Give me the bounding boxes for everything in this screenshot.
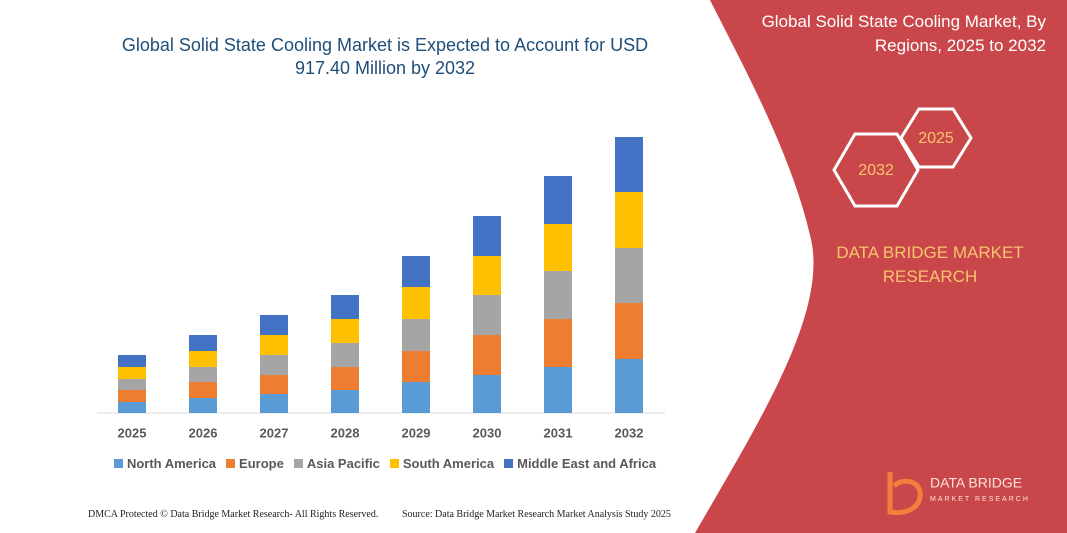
bar-segment xyxy=(615,137,643,192)
bar-segment xyxy=(473,335,501,375)
x-tick-label: 2026 xyxy=(189,425,218,440)
legend-swatch xyxy=(504,459,514,468)
logo-mark xyxy=(887,472,923,516)
panel-background xyxy=(695,0,1067,533)
x-tick-label: 2031 xyxy=(544,425,573,440)
legend-item: North America xyxy=(113,456,217,471)
bar-segment xyxy=(473,375,501,413)
brand-text: DATA BRIDGE MARKET RESEARCH xyxy=(836,243,1024,286)
bars xyxy=(118,137,643,413)
bar-segment xyxy=(473,256,501,295)
bar-segment xyxy=(189,382,217,398)
bar-segment xyxy=(118,402,146,413)
bar-segment xyxy=(189,351,217,367)
bar-segment xyxy=(402,287,430,319)
legend-item: Middle East and Africa xyxy=(504,456,656,471)
bar-segment xyxy=(402,256,430,287)
bar-segment xyxy=(189,398,217,413)
x-tick-label: 2028 xyxy=(331,425,360,440)
bar-segment xyxy=(260,315,288,335)
legend-label: South America xyxy=(402,456,495,471)
bar-segment xyxy=(331,367,359,390)
legend-swatch xyxy=(226,459,236,468)
bar-segment xyxy=(331,295,359,319)
footer-left: DMCA Protected © Data Bridge Market Rese… xyxy=(88,509,379,520)
bar-segment xyxy=(118,379,146,390)
bar-segment xyxy=(544,367,572,413)
badge-hexagon xyxy=(832,132,920,208)
bar-segment xyxy=(331,343,359,367)
badge-label: 2032 xyxy=(858,162,894,179)
footer-right: Source: Data Bridge Market Research Mark… xyxy=(402,509,671,520)
bar-segment xyxy=(189,367,217,382)
bar-segment xyxy=(615,248,643,303)
bar-segment xyxy=(544,176,572,224)
x-tick-label: 2025 xyxy=(118,425,147,440)
bar-segment xyxy=(260,394,288,413)
logo-name: DATA BRIDGE xyxy=(930,475,1022,491)
bar-segment xyxy=(402,319,430,351)
logo-tagline: MARKET RESEARCH xyxy=(930,496,1030,503)
bar-segment xyxy=(615,192,643,248)
legend: North America Europe Asia Pacific South Ame… xyxy=(100,456,670,471)
bar-segment xyxy=(260,375,288,394)
legend-swatch xyxy=(389,459,399,468)
bar-segment xyxy=(544,319,572,367)
chart-title: Global Solid State Cooling Market is Exp… xyxy=(121,35,649,78)
bar-segment xyxy=(402,382,430,413)
bar-segment xyxy=(260,355,288,375)
bar-segment xyxy=(331,390,359,413)
bar-segment xyxy=(402,351,430,382)
legend-swatch xyxy=(293,459,303,468)
panel-title: Global Solid State Cooling Market, By Re… xyxy=(761,12,1046,55)
legend-item: South America xyxy=(389,456,495,471)
legend-label: North America xyxy=(126,456,217,471)
x-tick-label: 2032 xyxy=(615,425,644,440)
bar-segment xyxy=(615,303,643,359)
bar-segment xyxy=(615,359,643,413)
x-tick-label: 2027 xyxy=(260,425,289,440)
x-tick-label: 2030 xyxy=(473,425,502,440)
bar-segment xyxy=(331,319,359,343)
bar-segment xyxy=(473,216,501,256)
bar-segment xyxy=(544,271,572,319)
legend-label: Middle East and Africa xyxy=(517,456,657,471)
badge-label: 2025 xyxy=(918,130,954,147)
bar-segment xyxy=(473,295,501,335)
legend-label: Asia Pacific xyxy=(306,456,380,471)
bar-segment xyxy=(118,390,146,402)
legend-item: Europe xyxy=(226,456,284,471)
bar-segment xyxy=(260,335,288,355)
bar-segment xyxy=(189,335,217,351)
legend-item: Asia Pacific xyxy=(293,456,380,471)
bar-segment xyxy=(118,355,146,367)
bar-segment xyxy=(118,367,146,379)
x-tick-label: 2029 xyxy=(402,425,431,440)
legend-label: Europe xyxy=(239,456,284,471)
bar-segment xyxy=(544,224,572,271)
legend-swatch xyxy=(113,459,123,468)
